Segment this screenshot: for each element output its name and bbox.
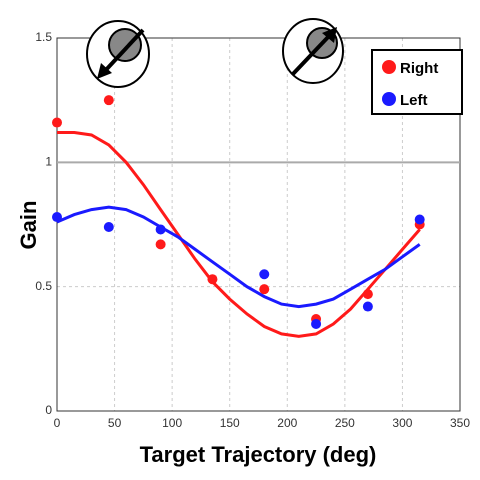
x-tick-label: 200 — [277, 416, 297, 430]
data-point — [103, 221, 114, 232]
data-point — [155, 239, 166, 250]
y-tick-label: 1 — [45, 155, 52, 169]
legend: Right Left — [382, 60, 438, 109]
y-tick-label: 0 — [45, 403, 52, 417]
x-tick-label: 300 — [392, 416, 412, 430]
data-point — [207, 274, 218, 285]
y-tick-label: 0.5 — [35, 279, 52, 293]
y-tick-label: 1.5 — [35, 30, 52, 44]
plot-frame — [56, 37, 461, 412]
legend-marker — [382, 92, 396, 106]
icon-left — [86, 20, 150, 88]
data-point — [103, 95, 114, 106]
x-tick-label: 150 — [220, 416, 240, 430]
data-point — [362, 301, 373, 312]
data-point — [52, 212, 62, 223]
x-tick-label: 50 — [108, 416, 122, 430]
x-tick-label: 0 — [54, 416, 61, 430]
x-tick-label: 100 — [162, 416, 182, 430]
fit-line — [56, 205, 421, 309]
legend-marker — [382, 60, 396, 74]
data-point — [259, 284, 270, 295]
data-point — [362, 289, 373, 300]
legend-label: Right — [400, 60, 438, 77]
data-point — [155, 224, 166, 235]
data-point — [259, 269, 270, 280]
data-point — [311, 318, 322, 329]
data-point — [414, 214, 425, 225]
fit-line — [57, 131, 421, 338]
icon-right — [282, 18, 344, 84]
x-axis-title: Target Trajectory (deg) — [140, 442, 377, 467]
x-tick-label: 350 — [450, 416, 470, 430]
y-axis-title: Gain — [16, 201, 41, 250]
x-tick-label: 250 — [335, 416, 355, 430]
data-point — [52, 117, 62, 128]
legend-label: Left — [400, 92, 428, 109]
plot-area — [52, 95, 460, 338]
